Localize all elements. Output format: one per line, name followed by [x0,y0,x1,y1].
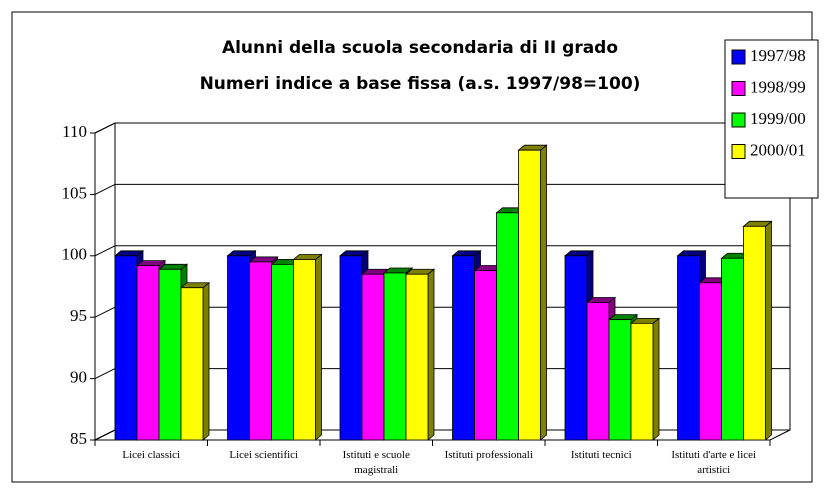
bar-front [114,255,138,441]
chart-subtitle: Numeri indice a base fissa (a.s. 1997/98… [200,74,641,94]
bar-front [721,257,744,441]
bar-front [136,265,160,441]
y-tick-label: 85 [70,429,87,448]
grid-line [94,183,116,195]
x-tick-label: Istituti e scuole magistrali [342,449,410,476]
y-tick-label: 105 [62,183,88,202]
bar [179,281,211,441]
grid-line [94,306,116,318]
bar-side [427,268,435,441]
x-tick-label-box: Istituti tecnici [570,449,632,461]
legend-label: 1999/00 [750,109,806,128]
bar-front [180,287,204,441]
bar [292,253,323,441]
bar-side [652,317,660,441]
bar-side [315,253,322,441]
y-tick-label: 90 [70,368,87,387]
bar-front [271,263,294,441]
bar-front [361,273,385,441]
bar [629,317,661,441]
bar [404,268,436,441]
legend-swatch [731,49,746,65]
x-tick-label-box: Istituti e scuole magistrali [342,449,410,476]
y-tick-label: 100 [62,245,88,264]
legend-label: 1997/98 [750,46,806,65]
bar-front [158,268,182,441]
legend-swatch [731,144,746,159]
bar-front [383,272,407,441]
bar [517,144,548,441]
x-tick-label: Licei classici [122,449,181,461]
bar-front [630,322,654,441]
grid-line [94,368,116,380]
bar-front [586,302,610,441]
grid-line [94,245,116,257]
bar-front [699,282,722,441]
bar-front [452,255,475,441]
bar-front [405,273,429,441]
x-tick-label-box: Istituti professionali [444,449,533,461]
grid-line [94,429,116,441]
bar-front [293,259,316,441]
x-tick-label-box: Licei scientifici [229,449,299,461]
bar-front [339,255,363,441]
y-tick-label: 95 [70,306,87,325]
x-tick-label: Istituti tecnici [570,449,632,461]
legend-swatch [731,112,746,128]
x-tick-label-box: Licei classici [122,449,181,461]
bar-front [518,149,541,441]
bar-front [677,255,700,441]
x-tick-label: Istituti d'arte e licei artistici [671,449,757,476]
x-tick-label: Licei scientifici [229,449,299,461]
bar [742,220,773,441]
grid-line [94,122,116,134]
bar-front [227,255,250,441]
side-wall [94,122,116,441]
chart-title: Alunni della scuola secondaria di II gra… [222,38,618,58]
bar-front [608,319,632,441]
bar-front [496,212,519,441]
legend-swatch [731,81,746,96]
legend-label: 2000/01 [750,140,806,159]
bar-side [202,281,210,441]
bar-front [743,225,766,441]
bar-front [249,261,272,441]
y-tick-label: 110 [62,122,87,141]
bar-side [765,220,772,441]
bar-side [540,144,547,441]
bar-front [474,270,497,441]
bar-front [564,255,588,441]
x-tick-label-box: Istituti d'arte e licei artistici [671,449,757,476]
x-tick-label: Istituti professionali [444,449,533,461]
legend-label: 1998/99 [750,77,806,96]
